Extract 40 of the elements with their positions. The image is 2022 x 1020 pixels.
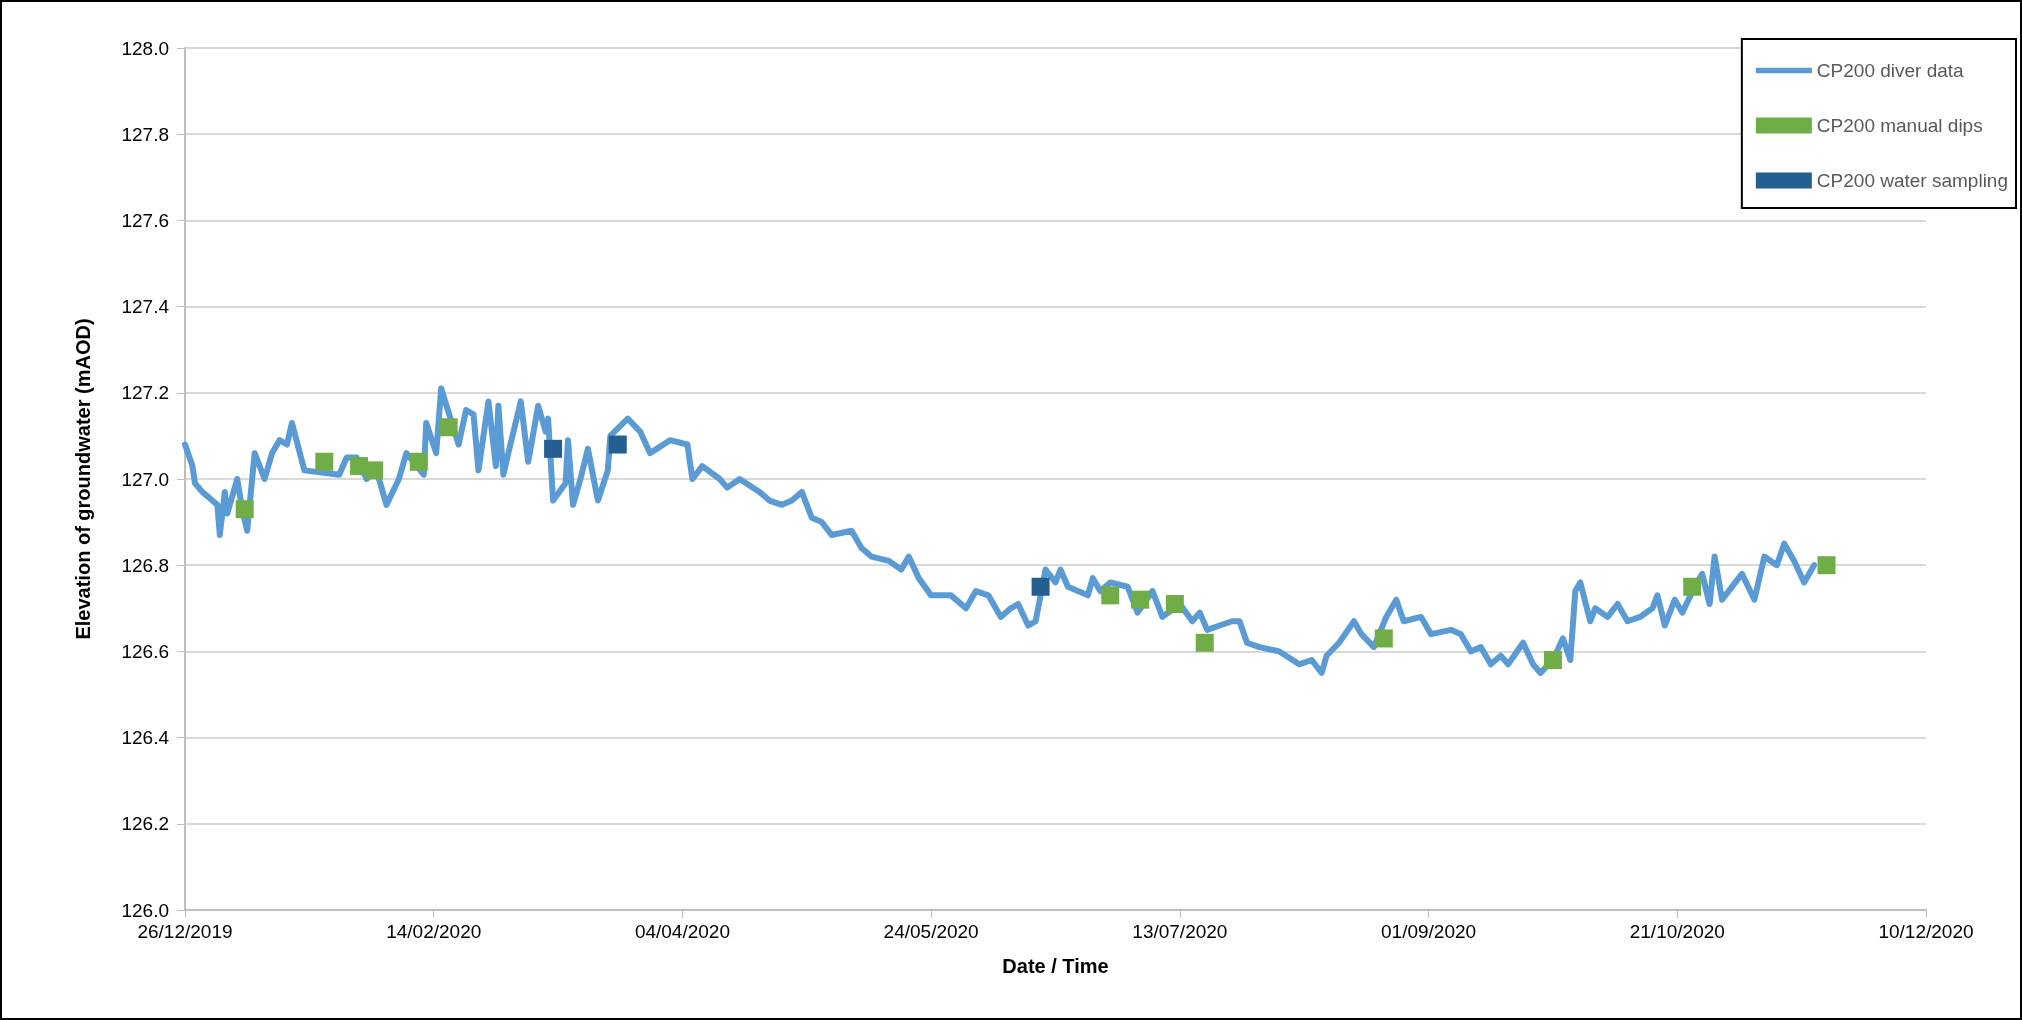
point <box>1543 651 1562 670</box>
x-tick-label: 01/09/2020 <box>1381 921 1477 942</box>
point <box>1101 586 1120 605</box>
x-tick-label: 26/12/2019 <box>137 921 233 942</box>
legend-label: CP200 manual dips <box>1816 115 1983 136</box>
y-tick-label: 127.6 <box>121 209 169 231</box>
x-axis-title: Date / Time <box>1002 955 1109 977</box>
y-tick-label: 126.8 <box>121 554 169 576</box>
x-tick-label: 21/10/2020 <box>1629 921 1725 942</box>
y-tick-label: 126.4 <box>121 727 170 749</box>
y-tick-label: 128.0 <box>121 37 169 59</box>
point <box>608 435 627 454</box>
y-tick-label: 127.8 <box>121 123 169 145</box>
point <box>1195 633 1214 652</box>
legend-label: CP200 diver data <box>1816 60 1965 81</box>
point <box>544 439 563 458</box>
y-tick-label: 127.0 <box>121 468 169 490</box>
x-tick-label: 04/04/2020 <box>634 921 730 942</box>
x-tick-label: 13/07/2020 <box>1132 921 1228 942</box>
point <box>1131 590 1150 609</box>
y-axis-title: Elevation of groundwater (mAOD) <box>72 318 94 640</box>
x-tick-label: 10/12/2020 <box>1878 921 1974 942</box>
point <box>1165 594 1184 613</box>
y-tick-label: 126.2 <box>121 813 169 835</box>
point <box>1817 556 1836 575</box>
point <box>365 461 384 480</box>
point <box>1374 629 1393 648</box>
y-tick-label: 126.0 <box>121 899 169 921</box>
point <box>1031 577 1050 596</box>
y-tick-label: 126.6 <box>121 640 169 662</box>
point <box>439 418 458 437</box>
point <box>409 452 428 471</box>
legend-label: CP200 water sampling <box>1816 170 2009 191</box>
point <box>235 500 254 519</box>
x-tick-label: 24/05/2020 <box>883 921 979 942</box>
y-tick-label: 127.4 <box>121 296 170 318</box>
point <box>315 452 334 471</box>
y-tick-label: 127.2 <box>121 382 169 404</box>
x-tick-label: 14/02/2020 <box>386 921 482 942</box>
point <box>1683 577 1702 596</box>
